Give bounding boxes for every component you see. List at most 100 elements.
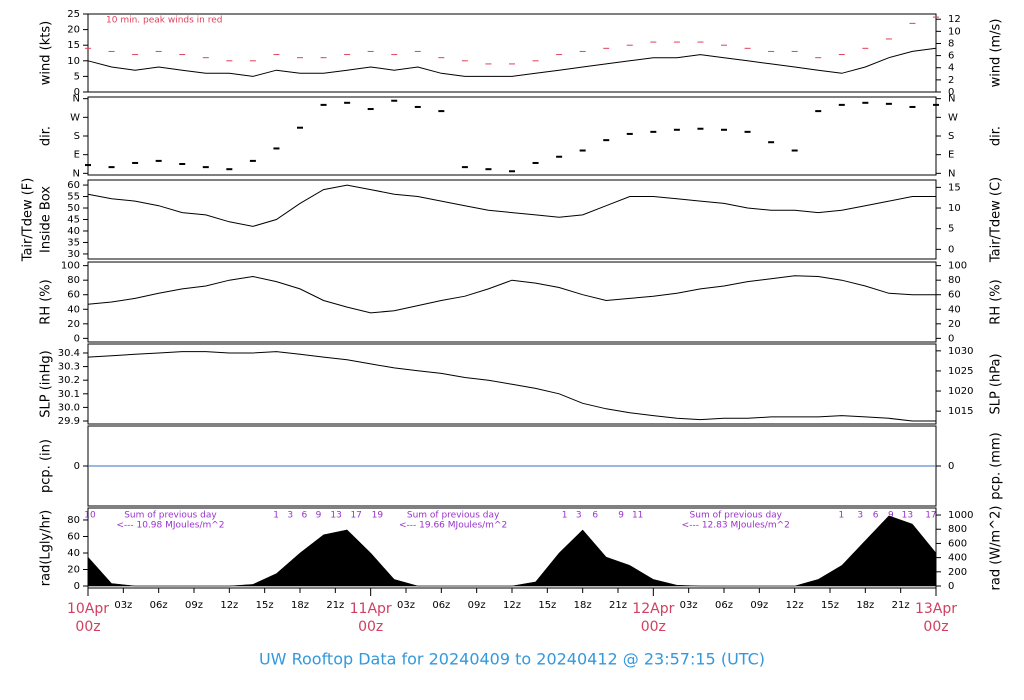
y-tick-label: 0	[74, 461, 80, 472]
dir-point	[721, 128, 727, 131]
y-tick-label: 60	[67, 531, 80, 542]
x-tick-label: 21z	[609, 600, 627, 611]
dir-point	[673, 128, 680, 131]
x-tick-label: 12z	[220, 600, 238, 611]
y2-tick-label: 40	[948, 304, 961, 315]
y-axis-label: SLP (inHg)	[39, 350, 54, 418]
x-tick-label: 12z	[786, 600, 804, 611]
y-tick-label: 30	[67, 249, 80, 260]
hour-label: 9	[618, 511, 624, 521]
dir-point	[391, 99, 398, 102]
dir-point	[862, 101, 869, 104]
x-tick-label: 03z	[680, 600, 698, 611]
annotation: Sum of previous day	[124, 511, 217, 521]
y-tick-label: 40	[67, 548, 80, 559]
dir-point	[320, 103, 327, 106]
y2-tick-label: 0	[948, 244, 954, 255]
dir-point	[461, 166, 468, 169]
y-tick-label: 45	[67, 215, 80, 226]
y2-tick-label: 10	[948, 203, 961, 214]
annotation: Sum of previous day	[407, 511, 500, 521]
panel-frame	[87, 261, 937, 343]
data-area	[87, 515, 937, 587]
y2-tick-label: 1030	[948, 346, 973, 357]
y2-tick-label: W	[948, 112, 958, 123]
hour-label: 13	[902, 511, 913, 521]
dir-point	[815, 110, 822, 113]
y2-tick-label: N	[948, 168, 955, 179]
dir-point	[509, 170, 515, 173]
y2-tick-label: 0	[948, 461, 954, 472]
y2-axis-label: rad (W/m^2)	[989, 506, 1004, 591]
hour-label: 17	[925, 511, 936, 521]
hour-label: 13	[330, 511, 341, 521]
hour-label: 6	[873, 511, 879, 521]
y2-tick-label: 4	[948, 63, 954, 74]
y-tick-label: E	[74, 150, 80, 161]
y-tick-label: 80	[67, 515, 80, 526]
y-tick-label: 35	[67, 237, 80, 248]
y-tick-label: 10	[67, 56, 80, 67]
dir-point	[414, 105, 421, 108]
y2-axis-label: pcp. (mm)	[989, 432, 1004, 499]
hour-label: 6	[592, 511, 598, 521]
hour-label: 1	[273, 511, 279, 521]
dir-point	[885, 102, 892, 105]
y-axis-label: dir.	[39, 126, 54, 146]
y2-tick-label: 1020	[948, 386, 973, 397]
x-tick-label: 21z	[892, 600, 910, 611]
x-tick-label: 03z	[397, 600, 415, 611]
dir-point	[367, 108, 374, 111]
x-tick-label: 06z	[432, 600, 450, 611]
dir-point	[273, 147, 280, 150]
y-tick-label: 15	[67, 40, 80, 51]
y-tick-label: 0	[74, 87, 80, 98]
x-tick-label: 09z	[185, 600, 203, 611]
y2-tick-label: 0	[948, 87, 954, 98]
dir-point	[744, 130, 751, 133]
y2-tick-label: 20	[948, 319, 961, 330]
annotation: Sum of previous day	[690, 511, 783, 521]
day-label: 12Apr	[632, 601, 674, 617]
y2-tick-label: 0	[948, 581, 954, 592]
x-tick-label: 06z	[715, 600, 733, 611]
x-tick-label: 09z	[468, 600, 486, 611]
y-axis-label: wind (kts)	[39, 21, 54, 85]
y-tick-label: 0	[74, 333, 80, 344]
dir-point	[768, 141, 775, 144]
y2-tick-label: 10	[948, 26, 961, 37]
dir-point	[155, 159, 162, 162]
hour-label: 19	[372, 511, 384, 521]
y-tick-label: 60	[67, 180, 80, 191]
day-label: 13Apr	[915, 601, 957, 617]
dir-point	[108, 166, 115, 169]
panel-frame	[87, 179, 937, 260]
y-tick-label: 30.0	[58, 402, 80, 413]
y2-tick-label: 15	[948, 182, 961, 193]
y2-tick-label: 600	[948, 538, 967, 549]
y2-tick-label: 8	[948, 38, 954, 49]
y2-axis-label: SLP (hPa)	[989, 353, 1004, 414]
day-sub-label: 00z	[641, 619, 666, 635]
y2-tick-label: 12	[948, 14, 961, 25]
y2-tick-label: 2	[948, 75, 954, 86]
chart-title: UW Rooftop Data for 20240409 to 20240412…	[259, 650, 765, 669]
dir-point	[132, 161, 139, 164]
annotation: <--- 10.98 MJoules/m^2	[116, 521, 224, 531]
dir-point	[297, 126, 303, 129]
data-line	[87, 184, 936, 227]
dir-point	[249, 159, 256, 162]
y-tick-label: 30.4	[58, 348, 80, 359]
y2-axis-label: Tair/Tdew (C)	[989, 177, 1004, 263]
y2-tick-label: N	[948, 94, 955, 105]
x-tick-label: 21z	[326, 600, 344, 611]
y2-tick-label: E	[948, 150, 954, 161]
y2-tick-label: 5	[948, 224, 954, 235]
y2-tick-label: 0	[948, 333, 954, 344]
y-tick-label: 55	[67, 192, 80, 203]
dir-point	[202, 166, 209, 169]
annotation: 10 min. peak winds in red	[106, 16, 223, 26]
y2-tick-label: 1000	[948, 510, 973, 521]
day-sub-label: 00z	[923, 619, 948, 635]
